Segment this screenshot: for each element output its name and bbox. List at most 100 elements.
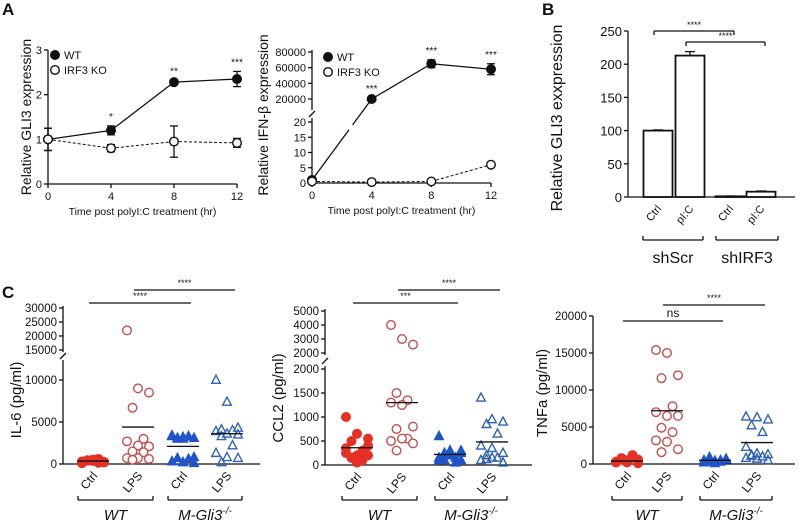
y-axis-label: CCL2 (pg/ml)	[270, 353, 287, 442]
data-point	[433, 451, 445, 462]
y-tick-label: 2000	[293, 348, 319, 360]
significance-stars: ***	[485, 50, 497, 61]
series-line-ko	[110, 141, 175, 149]
legend-label: IRF3 KO	[64, 65, 107, 77]
data-point	[132, 383, 143, 394]
data-point	[740, 440, 752, 451]
x-tick-label: 4	[108, 191, 114, 203]
data-point	[346, 436, 357, 447]
significance-label: ****	[177, 278, 192, 288]
x-tick-label: Ctrl	[435, 470, 458, 493]
group-name: M-Gli3	[178, 507, 223, 524]
data-point	[391, 424, 402, 435]
x-tick-label: Ctrl	[612, 469, 635, 492]
series-line-wt	[371, 63, 432, 100]
data-point	[210, 373, 222, 384]
group-superscript: -/-	[488, 506, 498, 517]
significance-label: ****	[707, 293, 722, 303]
data-point	[346, 452, 357, 463]
data-point	[352, 428, 363, 439]
data-point	[673, 370, 684, 381]
x-tick-label: Ctrl	[716, 203, 736, 224]
data-point	[177, 456, 189, 467]
data-point	[751, 411, 763, 422]
y-tick-label: 2000	[293, 364, 319, 376]
x-tick-label: Ctrl	[168, 469, 191, 492]
y-tick-label: 50	[608, 157, 622, 172]
series-line-ko	[47, 138, 112, 149]
y-tick-label: 500	[300, 436, 319, 448]
x-tick-label: Ctrl	[342, 470, 365, 493]
series-line-ko	[311, 180, 372, 183]
group-superscript: -/-	[753, 506, 763, 517]
data-point	[656, 422, 667, 433]
data-point	[673, 410, 684, 421]
legend-marker	[50, 64, 61, 75]
data-point	[455, 444, 467, 455]
data-point	[475, 391, 487, 402]
data-point	[341, 412, 352, 423]
y-tick-label: 40000	[275, 78, 306, 90]
x-tick-label: LPS	[739, 469, 764, 495]
data-point	[651, 435, 662, 446]
data-point-wt	[231, 74, 242, 85]
y-tick-label: 0	[313, 460, 319, 472]
data-point	[746, 419, 757, 430]
panel-label-c: C	[2, 283, 14, 302]
data-point	[210, 446, 222, 458]
legend-label: IRF3 KO	[337, 67, 380, 79]
data-point	[757, 425, 768, 437]
data-point	[492, 427, 503, 438]
bar	[674, 54, 706, 198]
data-point	[386, 320, 397, 331]
data-point-wt	[105, 125, 116, 136]
y-tick-label: 15000	[555, 348, 587, 360]
data-point	[121, 436, 132, 447]
x-tick-label: Ctrl	[78, 469, 101, 492]
x-axis-label: Time post polyI:C treatment (hr)	[328, 205, 476, 217]
data-point	[98, 457, 109, 468]
data-point	[138, 447, 149, 458]
x-tick-label: Ctrl	[700, 469, 723, 492]
data-point	[662, 436, 673, 447]
y-tick-label: 5000	[293, 306, 319, 318]
data-point	[616, 454, 627, 465]
x-tick-label: 0	[309, 190, 315, 202]
data-point	[363, 440, 374, 451]
legend-marker	[323, 66, 334, 77]
data-point	[475, 439, 487, 450]
group-label: shIRF3	[721, 250, 773, 267]
y-tick-label: 5000	[31, 417, 57, 429]
y-tick-label: 3000	[293, 334, 319, 346]
data-point	[143, 453, 154, 464]
data-point	[166, 429, 178, 440]
group-label: M-Gli3-/-	[709, 506, 763, 524]
data-point	[673, 444, 684, 455]
x-tick-label: LPS	[384, 470, 409, 496]
y-tick-label: 5	[300, 163, 306, 175]
x-tick-label: 8	[428, 190, 434, 202]
y-axis-label: IL-6 (pg/ml)	[8, 362, 25, 439]
group-name: WT	[104, 507, 129, 524]
data-point	[667, 401, 678, 412]
legend-label: WT	[64, 50, 81, 62]
data-point	[386, 436, 397, 447]
data-point	[408, 421, 419, 432]
y-tick-label: 15000	[25, 345, 57, 357]
x-tick-label: 0	[45, 191, 51, 203]
axis-break-mark	[308, 110, 316, 118]
data-point	[188, 456, 200, 468]
x-tick-label: LPS	[649, 469, 674, 495]
data-point	[492, 451, 503, 462]
bar	[642, 129, 674, 198]
y-tick-label: 100	[600, 124, 622, 139]
series-line-wt	[47, 129, 112, 140]
data-point	[740, 410, 752, 421]
y-tick-label: 10000	[555, 385, 587, 397]
y-tick-label: 20000	[25, 331, 57, 343]
data-point-wt	[426, 58, 437, 69]
x-tick-label: 12	[485, 190, 497, 202]
x-axis-label: Time post polyI:C treatment (hr)	[69, 206, 217, 218]
data-point	[127, 402, 138, 413]
group-label: WT	[104, 507, 129, 524]
